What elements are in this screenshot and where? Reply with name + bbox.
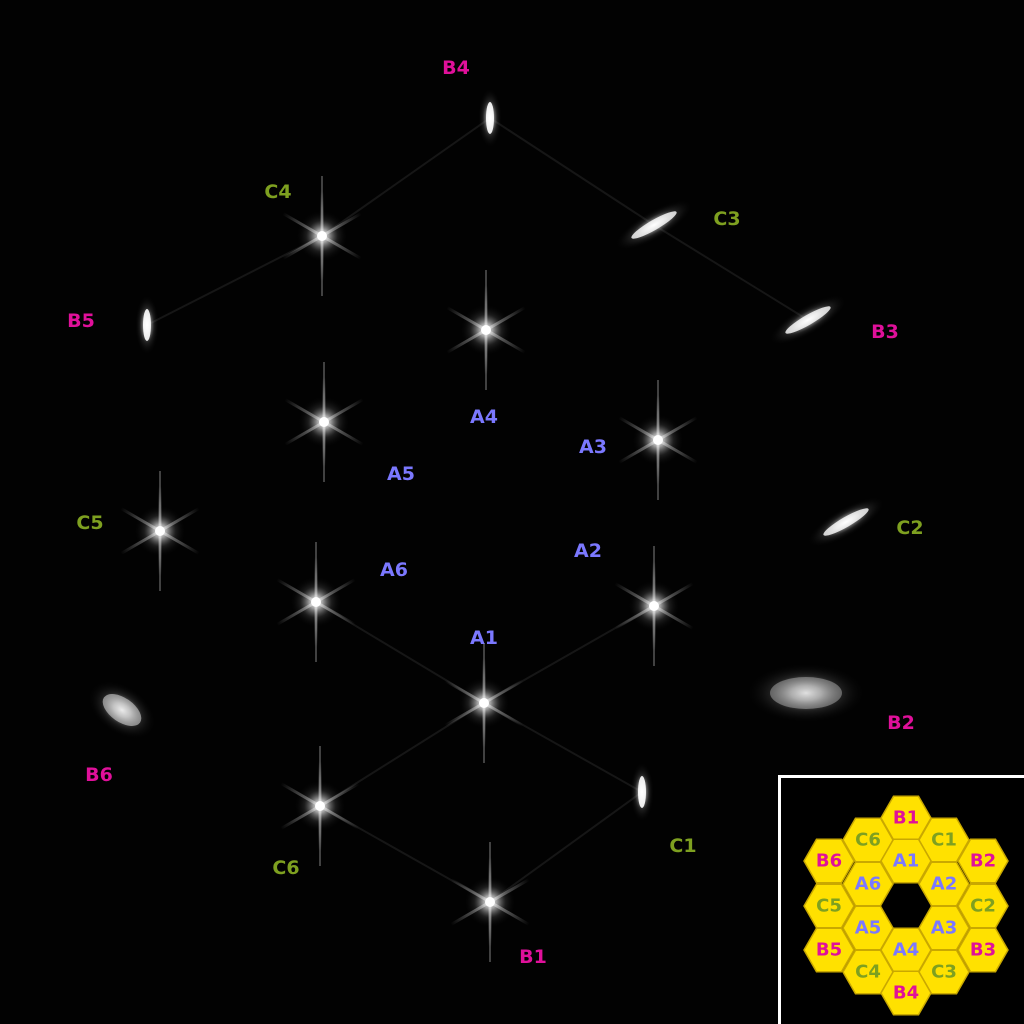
- mirror-segment-label-b2: B2: [969, 850, 997, 872]
- mirror-segment-label-c2: C2: [970, 895, 996, 917]
- spot-label-b4: B4: [442, 57, 470, 79]
- mirror-segment-label-a6: A6: [854, 873, 882, 895]
- spot-label-b6: B6: [85, 764, 113, 786]
- spot-label-c3: C3: [713, 208, 741, 230]
- mirror-segment-label-a3: A3: [930, 917, 958, 939]
- mirror-segment-b5: [803, 927, 855, 973]
- mirror-segment-label-a4: A4: [892, 939, 920, 961]
- spot-label-c4: C4: [264, 181, 292, 203]
- mirror-segment-label-b6: B6: [815, 850, 843, 872]
- spot-label-a6: A6: [380, 559, 408, 581]
- mirror-segment-b4: [880, 970, 932, 1016]
- star-spot-b4: [478, 88, 502, 148]
- spot-label-a4: A4: [470, 406, 498, 428]
- mirror-segment-label-c6: C6: [855, 829, 881, 851]
- mirror-segment-label-b1: B1: [892, 807, 920, 829]
- star-spot-b6: [87, 680, 157, 740]
- mirror-segment-label-a1: A1: [892, 850, 920, 872]
- spot-label-c2: C2: [896, 517, 924, 539]
- mirror-segment-c4: [842, 949, 894, 995]
- mirror-segment-label-c3: C3: [931, 961, 957, 983]
- spot-label-b2: B2: [887, 712, 915, 734]
- star-spot-c2: [807, 496, 885, 548]
- mirror-segment-label-c5: C5: [816, 895, 842, 917]
- spot-label-a5: A5: [387, 463, 415, 485]
- spot-label-b5: B5: [67, 310, 95, 332]
- mirror-segment-b6: [803, 838, 855, 884]
- mirror-segment-b2: [957, 838, 1009, 884]
- star-spot-b2: [746, 663, 866, 723]
- star-spot-c6: [280, 746, 360, 866]
- star-spot-b3: [769, 294, 847, 346]
- mirror-segment-label-a2: A2: [930, 873, 958, 895]
- mirror-segment-label-b5: B5: [815, 939, 843, 961]
- spot-label-c1: C1: [669, 835, 697, 857]
- spot-label-a2: A2: [574, 540, 602, 562]
- spot-label-b3: B3: [871, 321, 899, 343]
- star-spot-a4: [446, 270, 526, 390]
- spot-label-c5: C5: [76, 512, 104, 534]
- star-spot-a5: [284, 362, 364, 482]
- spot-label-c6: C6: [272, 857, 300, 879]
- star-spot-b1: [450, 842, 530, 962]
- star-spot-a6: [276, 542, 356, 662]
- star-spot-b5: [135, 295, 159, 355]
- mirror-segment-b3: [957, 927, 1009, 973]
- star-spot-c5: [120, 471, 200, 591]
- mirror-segment-label-a5: A5: [854, 917, 882, 939]
- mirror-segment-a1: [880, 838, 932, 884]
- mirror-segment-label-c1: C1: [931, 829, 957, 851]
- star-spot-c3: [615, 199, 693, 251]
- star-spot-a1: [444, 643, 524, 763]
- star-spot-c1: [630, 762, 654, 822]
- star-spot-c4: [282, 176, 362, 296]
- hexagon-mirror-diagram: [803, 795, 1009, 1016]
- mirror-segment-inset: B1 C6 C1 B6 A1 B2 A6 A2 C5 C2 A5 A3 B5 A4 B3 C4 C3 B4: [778, 775, 1024, 1024]
- star-spot-a3: [618, 380, 698, 500]
- mirror-segment-label-c4: C4: [855, 961, 881, 983]
- spot-label-a1: A1: [470, 627, 498, 649]
- mirror-segment-label-b3: B3: [969, 939, 997, 961]
- mirror-segment-label-b4: B4: [892, 982, 920, 1004]
- spot-label-a3: A3: [579, 436, 607, 458]
- spot-label-b1: B1: [519, 946, 547, 968]
- star-spot-a2: [614, 546, 694, 666]
